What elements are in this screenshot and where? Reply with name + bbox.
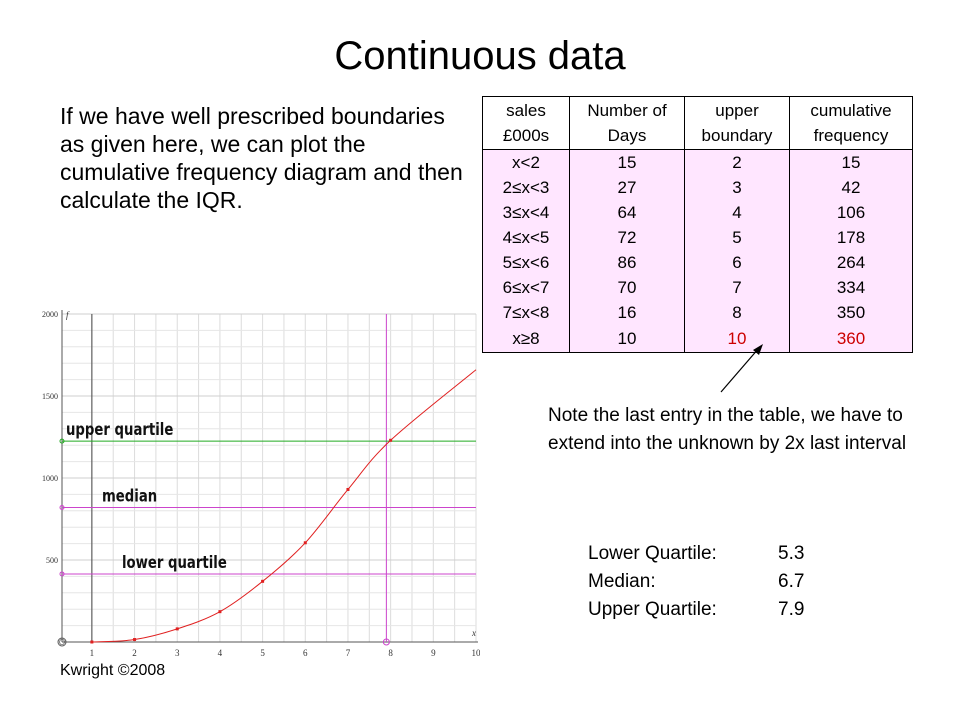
- data-point: [218, 610, 222, 614]
- cell-days: 16: [569, 300, 685, 325]
- x-tick-label: 8: [388, 648, 393, 658]
- cell-sales: x≥8: [482, 325, 570, 353]
- table-row: 2≤x<3 27 3 42: [482, 175, 913, 200]
- lower-quartile-row: Lower Quartile: 5.3: [588, 543, 805, 564]
- cell-upper: 2: [684, 149, 790, 175]
- cell-cumulative: 178: [789, 225, 913, 250]
- cell-days: 86: [569, 250, 685, 275]
- cell-sales: 7≤x<8: [482, 300, 570, 325]
- y-axis-label: f: [66, 310, 70, 320]
- cell-sales: 6≤x<7: [482, 275, 570, 300]
- y-tick-label: 1000: [42, 474, 58, 483]
- cell-sales: x<2: [482, 149, 570, 175]
- quartile-marker: [59, 571, 65, 577]
- origin-label: O: [59, 638, 65, 647]
- cell-cumulative: 15: [789, 149, 913, 175]
- table-row: 6≤x<7 70 7 334: [482, 275, 913, 300]
- origin-marker: [57, 637, 67, 647]
- cell-sales: 4≤x<5: [482, 225, 570, 250]
- quartile-label: upper quartile: [66, 419, 173, 439]
- header-cumulative-frequency: cumulative frequency: [789, 96, 913, 150]
- cell-sales: 2≤x<3: [482, 175, 570, 200]
- upper-quartile-axis-marker: [382, 638, 390, 646]
- cell-cumulative: 106: [789, 200, 913, 225]
- intro-text: If we have well prescribed boundaries as…: [60, 103, 463, 213]
- cell-upper: 8: [684, 300, 790, 325]
- x-tick-label: 7: [346, 648, 351, 658]
- quartile-label: lower quartile: [122, 552, 227, 572]
- quartile-summary: Lower Quartile: 5.3 Median: 6.7 Upper Quar…: [588, 540, 804, 624]
- cell-cumulative-highlight: 360: [789, 325, 913, 353]
- table-row: x≥8 10 10 360: [482, 325, 913, 353]
- cell-upper: 4: [684, 200, 790, 225]
- data-point: [133, 638, 137, 642]
- cell-upper: 5: [684, 225, 790, 250]
- cell-cumulative: 264: [789, 250, 913, 275]
- y-tick-label: 1500: [42, 392, 58, 401]
- x-axis-label: x: [471, 628, 476, 638]
- cell-sales: 3≤x<4: [482, 200, 570, 225]
- data-point: [90, 640, 94, 644]
- median-row: Median: 6.7: [588, 571, 805, 592]
- cell-upper: 6: [684, 250, 790, 275]
- x-tick-label: 4: [218, 648, 223, 658]
- x-tick-label: 5: [260, 648, 265, 658]
- cell-sales: 5≤x<6: [482, 250, 570, 275]
- y-tick-label: 2000: [42, 310, 58, 319]
- cell-days: 64: [569, 200, 685, 225]
- note-arrow: [720, 344, 763, 393]
- x-tick-label: 6: [303, 648, 308, 658]
- table-row: 3≤x<4 64 4 106: [482, 200, 913, 225]
- cell-days: 15: [569, 149, 685, 175]
- data-point: [346, 487, 350, 491]
- frequency-table: sales £000s Number of Days upper boundary c…: [482, 96, 913, 353]
- note-text: Note the last entry in the table, we hav…: [548, 405, 907, 454]
- data-point: [389, 438, 393, 442]
- cell-days: 70: [569, 275, 685, 300]
- header-upper-boundary: upper boundary: [684, 96, 790, 150]
- x-tick-label: 3: [175, 648, 180, 658]
- cell-cumulative: 42: [789, 175, 913, 200]
- table-header-row: sales £000s Number of Days upper boundary c…: [482, 96, 913, 150]
- footer-credit: Kwright ©2008: [60, 662, 166, 679]
- cell-upper: 3: [684, 175, 790, 200]
- upper-quartile-row: Upper Quartile: 7.9: [588, 599, 805, 620]
- data-point: [175, 627, 179, 631]
- quartile-marker: [59, 505, 65, 511]
- y-tick-label: 500: [46, 556, 58, 565]
- slide-title: Continuous data: [334, 34, 626, 78]
- x-tick-label: 2: [132, 648, 137, 658]
- header-sales: sales £000s: [482, 96, 570, 150]
- table-row: 5≤x<6 86 6 264: [482, 250, 913, 275]
- quartile-label: median: [102, 486, 157, 506]
- header-days: Number of Days: [569, 96, 685, 150]
- data-point: [261, 579, 265, 583]
- data-point: [303, 541, 307, 545]
- quartile-marker: [59, 438, 65, 444]
- cell-cumulative: 350: [789, 300, 913, 325]
- cell-days: 10: [569, 325, 685, 353]
- x-tick-label: 1: [90, 648, 95, 658]
- cell-days: 27: [569, 175, 685, 200]
- cell-upper: 7: [684, 275, 790, 300]
- table-row: 7≤x<8 16 8 350: [482, 300, 913, 325]
- table-row: x<2 15 2 15: [482, 149, 913, 175]
- x-tick-label: 10: [472, 648, 481, 658]
- cell-days: 72: [569, 225, 685, 250]
- cell-upper-highlight: 10: [684, 325, 790, 353]
- cell-cumulative: 334: [789, 275, 913, 300]
- table-row: 4≤x<5 72 5 178: [482, 225, 913, 250]
- x-tick-label: 9: [431, 648, 436, 658]
